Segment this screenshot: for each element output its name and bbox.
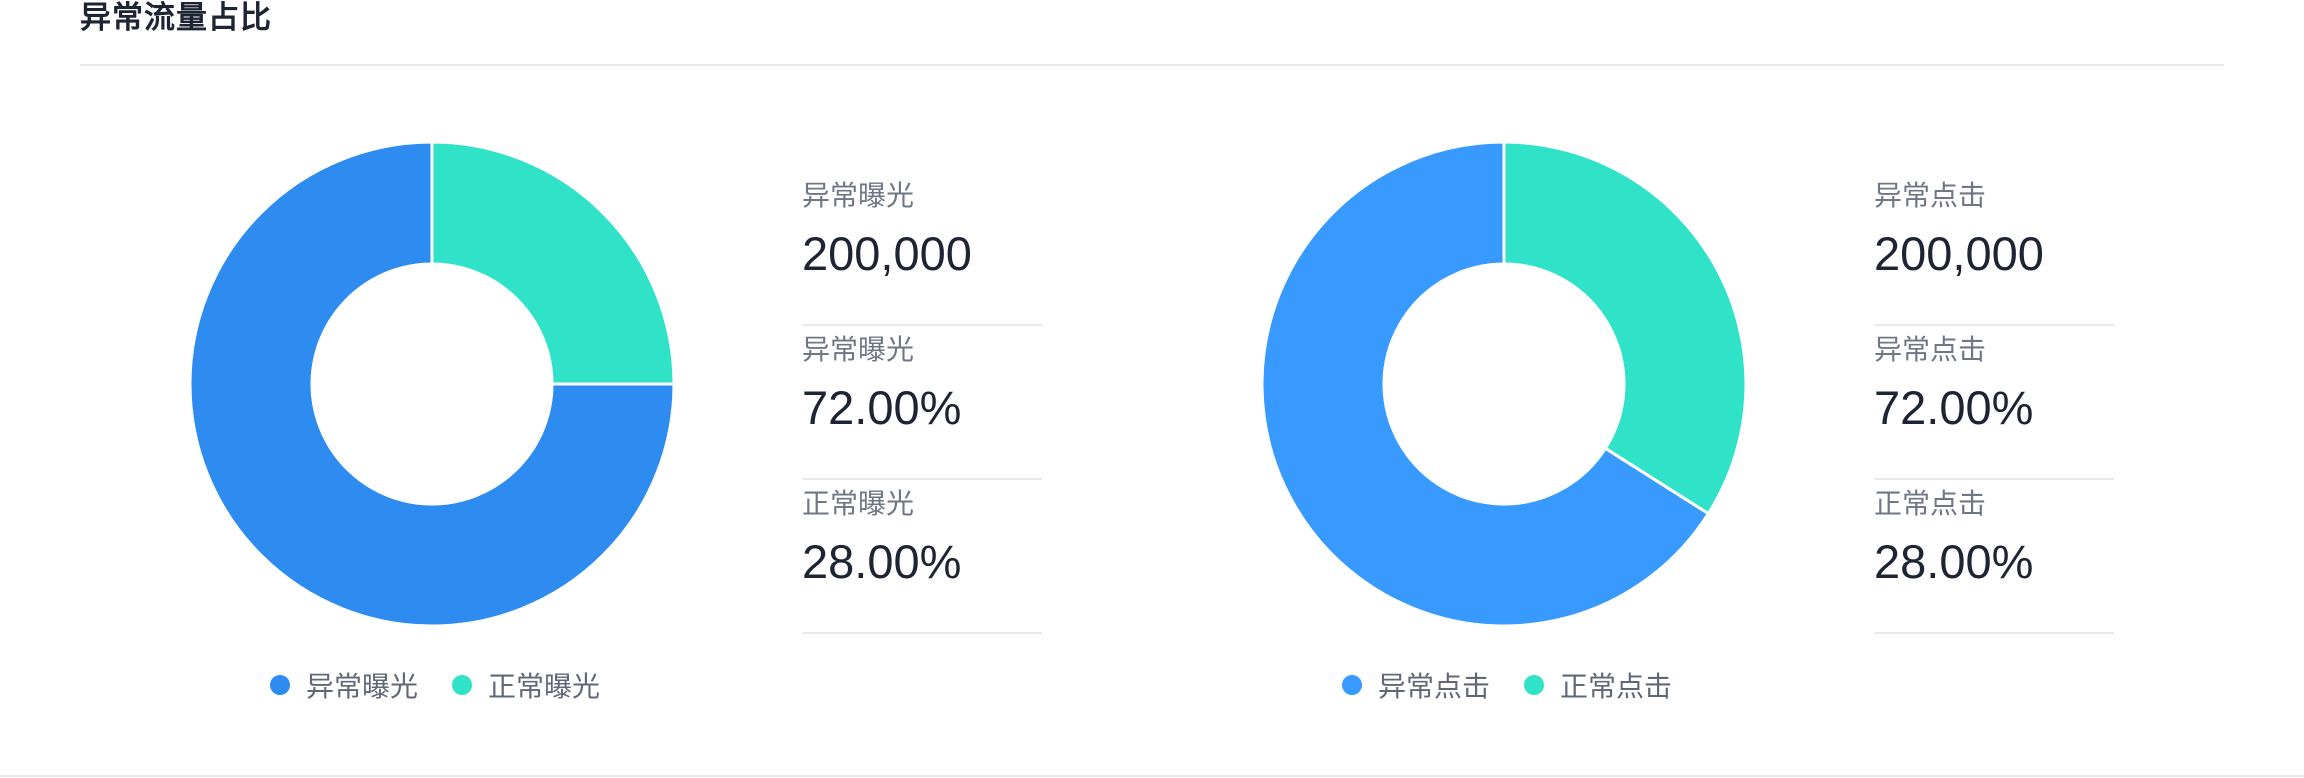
stat-value: 200,000 (1874, 227, 2044, 280)
stat-label: 正常点击 (1874, 487, 1987, 520)
exposure-panel: 异常曝光 正常曝光 异常曝光 200,000 异常曝光 72.00% 正常曝光 … (0, 0, 1100, 778)
legend-label-abnormal-click: 异常点击 (1378, 670, 1491, 703)
legend-dot-abnormal-exposure (270, 675, 290, 695)
donut-slice-abnormal[interactable] (1260, 140, 1711, 628)
stat-item: 异常点击 200,000 (1874, 172, 2114, 326)
donut-slice-abnormal[interactable] (188, 140, 676, 628)
donut-slice-normal[interactable] (430, 140, 676, 386)
legend-dot-abnormal-click (1342, 675, 1362, 695)
legend-dot-normal-exposure (452, 675, 473, 695)
stat-item: 异常曝光 72.00% (802, 326, 1042, 480)
stat-value: 72.00% (802, 381, 962, 434)
stat-label: 异常点击 (1874, 333, 1987, 366)
stat-label: 正常曝光 (802, 487, 915, 520)
click-panel: 异常点击 正常点击 异常点击 200,000 异常点击 72.00% 正常点击 … (1072, 0, 2172, 778)
legend-item-abnormal-click[interactable]: 异常点击 (1342, 665, 1490, 705)
stat-label: 异常曝光 (802, 333, 915, 366)
exposure-legend: 异常曝光 正常曝光 (270, 665, 634, 705)
click-legend: 异常点击 正常点击 (1342, 665, 1706, 705)
stat-item: 正常点击 28.00% (1874, 480, 2114, 634)
legend-label-normal-exposure: 正常曝光 (488, 670, 601, 703)
stat-item: 正常曝光 28.00% (802, 480, 1042, 634)
legend-dot-normal-click (1524, 675, 1545, 695)
exposure-stats: 异常曝光 200,000 异常曝光 72.00% 正常曝光 28.00% (802, 172, 1042, 634)
stat-item: 异常曝光 200,000 (802, 172, 1042, 326)
bottom-divider (0, 775, 2304, 777)
stat-value: 28.00% (1874, 535, 2034, 588)
legend-label-normal-click: 正常点击 (1560, 670, 1673, 703)
stat-value: 200,000 (802, 227, 972, 280)
stat-label: 异常点击 (1874, 179, 1987, 212)
stat-item: 异常点击 72.00% (1874, 326, 2114, 480)
legend-item-normal-exposure[interactable]: 正常曝光 (452, 665, 600, 705)
stat-value: 72.00% (1874, 381, 2034, 434)
exposure-donut-chart (188, 140, 676, 628)
title-divider (80, 64, 2224, 66)
section-title: 异常流量占比 (80, 0, 272, 36)
stat-label: 异常曝光 (802, 179, 915, 212)
legend-item-normal-click[interactable]: 正常点击 (1524, 665, 1672, 705)
legend-item-abnormal-exposure[interactable]: 异常曝光 (270, 665, 418, 705)
donut-slice-normal[interactable] (1502, 140, 1748, 516)
click-donut-chart (1260, 140, 1748, 628)
click-stats: 异常点击 200,000 异常点击 72.00% 正常点击 28.00% (1874, 172, 2114, 634)
stat-value: 28.00% (802, 535, 962, 588)
legend-label-abnormal-exposure: 异常曝光 (306, 670, 419, 703)
